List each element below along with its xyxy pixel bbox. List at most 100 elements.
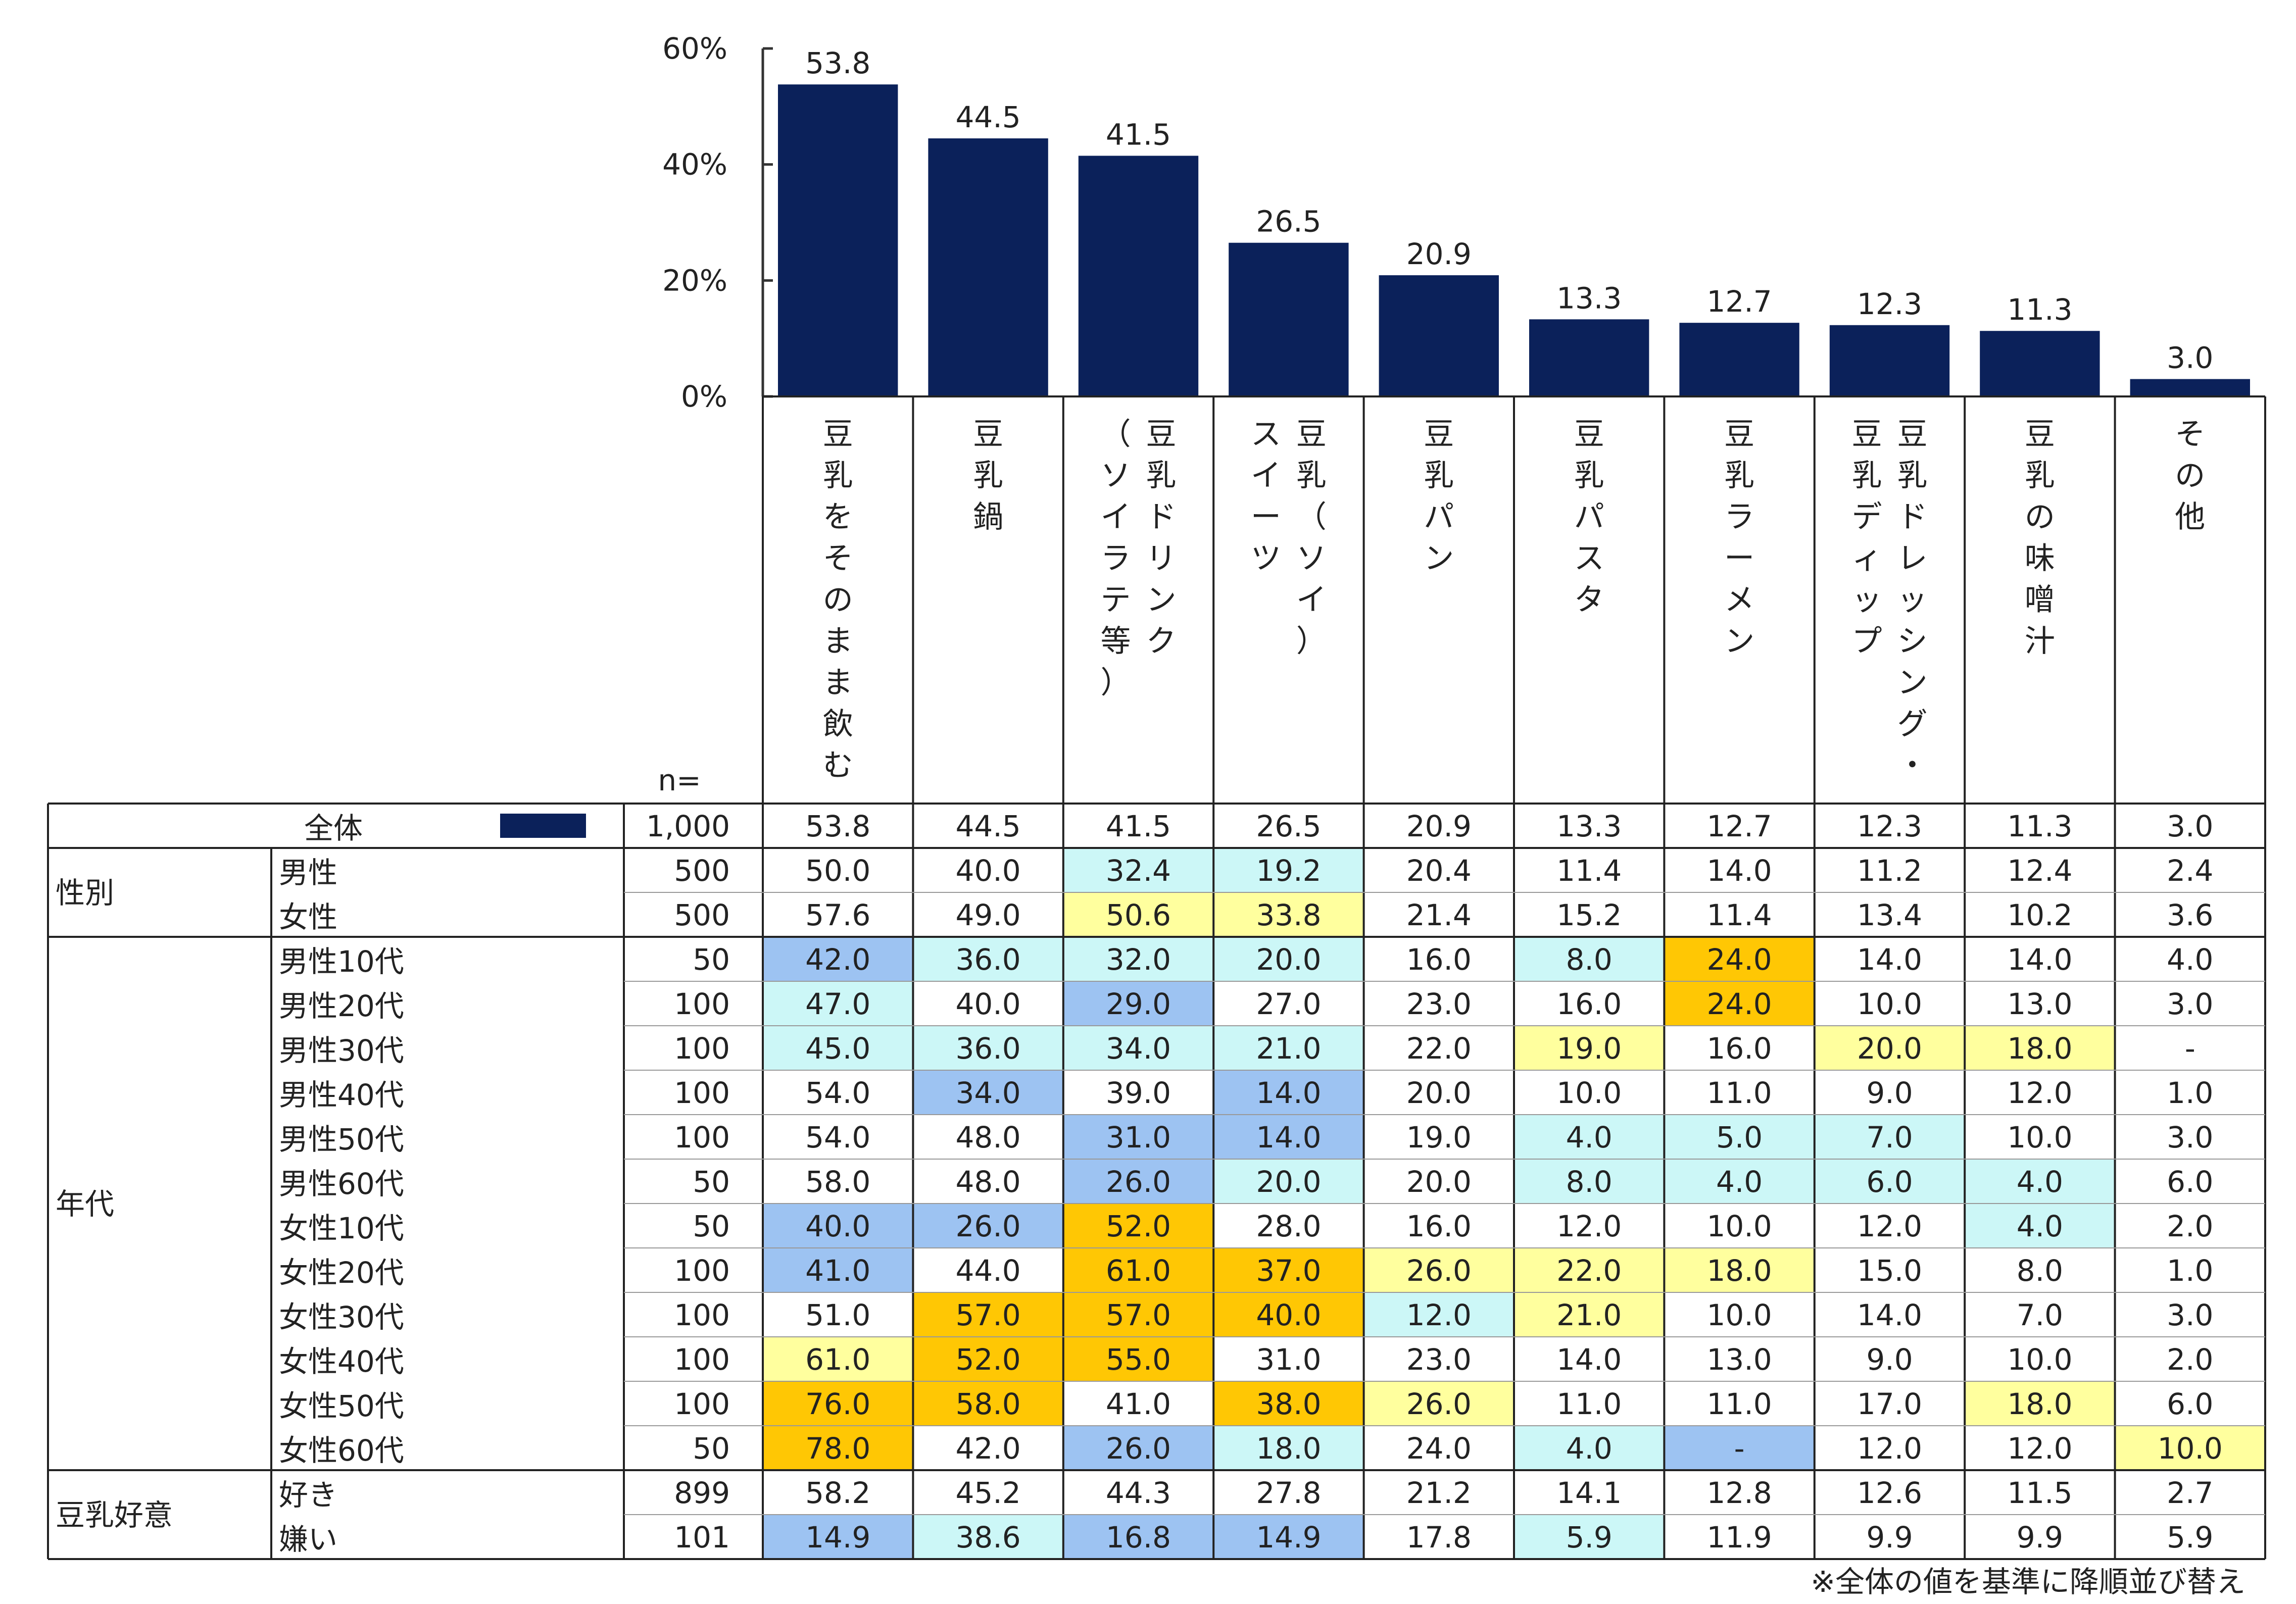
table-cell-value: 13.3 — [1556, 809, 1622, 843]
category-label-char: （ — [1101, 417, 1131, 452]
bar — [1229, 242, 1349, 396]
table-cell-value: 2.0 — [2167, 1342, 2213, 1377]
table-cell-value: 21.0 — [1556, 1298, 1622, 1332]
table-cell-value: 11.2 — [1857, 854, 1922, 888]
table-cell-highlight — [913, 1292, 1063, 1337]
table-cell-highlight — [763, 1337, 913, 1381]
category-label-char: ラ — [1101, 541, 1131, 576]
table-cell-highlight — [763, 1426, 913, 1470]
table-cell-value: 55.0 — [1106, 1342, 1171, 1377]
table-cell-value: 24.0 — [1707, 987, 1772, 1021]
category-label-char: ド — [1146, 499, 1177, 535]
table-cell-highlight — [913, 1204, 1063, 1248]
table-cell-value: 20.0 — [1256, 1165, 1321, 1199]
category-label-char: ッ — [1852, 582, 1882, 618]
table-cell-value: 8.0 — [2017, 1254, 2063, 1288]
table-cell-value: 52.0 — [956, 1342, 1021, 1377]
table-cell-highlight — [1814, 1115, 1965, 1159]
table-cell-value: 8.0 — [1566, 1165, 1613, 1199]
category-label-char: ま — [823, 665, 853, 700]
table-cell-highlight — [1213, 848, 1364, 892]
table-cell-value: 20.4 — [1406, 854, 1472, 888]
table-cell-value: 44.5 — [956, 809, 1021, 843]
table-cell-highlight — [1063, 892, 1214, 937]
category-label-char: 等 — [1101, 624, 1131, 659]
table-cell-value: 19.2 — [1256, 854, 1321, 888]
bar — [1829, 325, 1950, 396]
category-label-char: ） — [1296, 624, 1327, 659]
table-cell-value: 11.0 — [1707, 1076, 1772, 1110]
table-cell-highlight — [1063, 1337, 1214, 1381]
table-cell-value: 61.0 — [805, 1342, 870, 1377]
table-cell-value: 11.3 — [2007, 809, 2072, 843]
row-label: 男性40代 — [279, 1078, 404, 1112]
table-cell-value: 14.9 — [1256, 1520, 1321, 1555]
table-cell-value: 51.0 — [805, 1298, 870, 1332]
table-cell-value: 58.0 — [956, 1387, 1021, 1421]
bar-series — [500, 84, 2250, 838]
category-label-char: そ — [823, 541, 853, 576]
category-label-char: タ — [1574, 582, 1604, 618]
table-cell-highlight — [1063, 1292, 1214, 1337]
table-cell-highlight — [763, 937, 913, 981]
table-cell-highlight — [1213, 892, 1364, 937]
n-value: 50 — [693, 1165, 730, 1199]
table-cell-value: 20.0 — [1857, 1031, 1922, 1066]
row-label: 男性20代 — [279, 989, 404, 1023]
category-label-char: の — [2025, 499, 2055, 535]
category-label-char: 豆 — [1897, 417, 1928, 452]
table-cell-highlight — [1514, 1026, 1665, 1070]
table-cell-value: 6.0 — [2167, 1165, 2213, 1199]
table-cell-value: 4.0 — [2167, 942, 2213, 977]
row-label: 男性30代 — [279, 1033, 404, 1068]
table-cell-value: 9.0 — [1866, 1342, 1913, 1377]
table-cell-value: 17.8 — [1406, 1520, 1472, 1555]
table-cell-highlight — [1063, 848, 1214, 892]
table-cell-value: 58.2 — [805, 1476, 870, 1510]
category-label-char: 乳 — [1146, 458, 1177, 493]
table-cell-highlight — [1213, 1381, 1364, 1426]
table-cell-value: 13.0 — [1707, 1342, 1772, 1377]
table-cell-highlight — [763, 1381, 913, 1426]
table-cell-value: 1.0 — [2167, 1076, 2213, 1110]
table-cell-value: 23.0 — [1406, 987, 1472, 1021]
table-cell-highlight — [913, 1026, 1063, 1070]
table-cell-value: 47.0 — [805, 987, 870, 1021]
table-cell-value: 6.0 — [1866, 1165, 1913, 1199]
bar — [1679, 323, 1799, 396]
table-cell-value: 12.0 — [1857, 1431, 1922, 1466]
table-cell-value: 20.0 — [1256, 942, 1321, 977]
table-cell-value: 10.0 — [1857, 987, 1922, 1021]
category-label-char: ン — [1146, 582, 1177, 618]
table-cell-value: 4.0 — [2017, 1165, 2063, 1199]
table-cell-value: 9.9 — [2017, 1520, 2063, 1555]
table-cell-value: 14.0 — [1256, 1076, 1321, 1110]
category-label-char: 乳 — [973, 458, 1003, 493]
table-cell-highlight — [1063, 1026, 1214, 1070]
table-cell-value: 20.9 — [1406, 809, 1472, 843]
row-group-label: 性別 — [56, 876, 114, 910]
table-cell-highlight — [763, 1248, 913, 1292]
category-label-char: 豆 — [823, 417, 853, 452]
table-cell-value: 41.0 — [805, 1254, 870, 1288]
n-value: 100 — [674, 987, 730, 1021]
n-label: n= — [658, 763, 701, 797]
table-cell-highlight — [1213, 937, 1364, 981]
table-cell-value: 12.3 — [1857, 809, 1922, 843]
category-label-char: パ — [1424, 499, 1454, 535]
table-cell-highlight — [1965, 1026, 2115, 1070]
category-label-char: を — [823, 499, 853, 535]
table-cell-value: 58.0 — [805, 1165, 870, 1199]
y-tick-label: 40% — [662, 147, 727, 182]
table-cell-value: 19.0 — [1406, 1120, 1472, 1155]
table-cell-highlight — [1213, 1248, 1364, 1292]
category-label-char: 鍋 — [973, 499, 1003, 535]
table-cell-value: 8.0 — [1566, 942, 1613, 977]
category-label-char: 豆 — [1424, 417, 1454, 452]
category-label-char: ・ — [1897, 748, 1928, 783]
table-cell-value: 10.0 — [1707, 1298, 1772, 1332]
table-cell-value: 11.4 — [1556, 854, 1622, 888]
table-cell-value: 9.9 — [1866, 1520, 1913, 1555]
n-value: 500 — [674, 898, 730, 932]
